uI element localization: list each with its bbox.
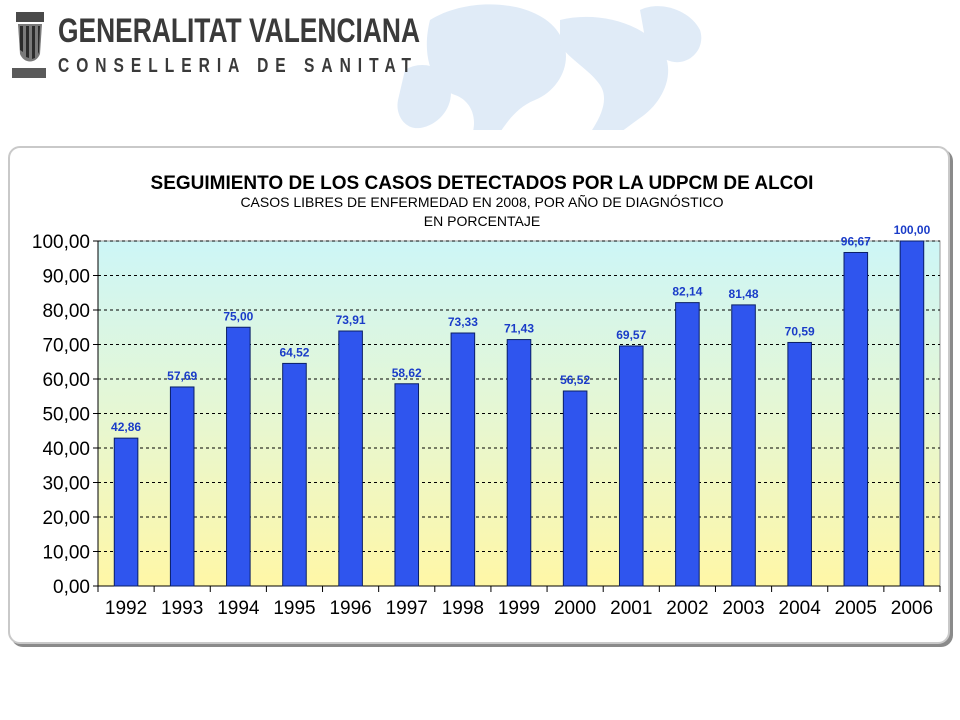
y-tick-label: 50,00 (42, 405, 90, 426)
bar (843, 251, 869, 587)
bar (226, 326, 251, 587)
x-tick-label: 2002 (666, 598, 708, 619)
x-tick-label: 1995 (273, 598, 315, 619)
data-label: 73,91 (336, 313, 366, 327)
y-tick-label: 30,00 (42, 474, 90, 495)
data-label: 96,67 (841, 234, 871, 248)
x-axis: 1992 1993 1994 1995 1996 1997 1998 1999 2000 2001… (97, 586, 941, 619)
bar (899, 240, 925, 587)
x-tick-label: 2003 (722, 598, 764, 619)
data-label: 81,48 (729, 287, 759, 301)
x-tick-label: 2001 (610, 598, 652, 619)
x-tick-label: 1998 (442, 598, 484, 619)
chart-title: SEGUIMIENTO DE LOS CASOS DETECTADOS POR … (151, 173, 814, 194)
bar (506, 339, 532, 587)
data-labels: 42,86 57,69 75,00 64,52 73,91 58,62 73,33 71,43… (111, 223, 931, 434)
data-label: 58,62 (392, 366, 422, 380)
y-tick-label: 0,00 (53, 577, 90, 598)
y-tick-label: 90,00 (42, 267, 90, 288)
data-label: 69,57 (616, 328, 646, 342)
dept-name: CONSELLERIA DE SANITAT (58, 55, 418, 77)
data-label: 57,69 (167, 369, 197, 383)
data-label: 73,33 (448, 315, 478, 329)
y-tick-label: 100,00 (32, 232, 90, 253)
x-tick-label: 1994 (217, 598, 260, 619)
x-tick-label: 2005 (835, 598, 877, 619)
bar (450, 332, 476, 587)
y-tick-label: 40,00 (42, 439, 90, 460)
y-tick-label: 60,00 (42, 370, 90, 391)
header-graphic: GENERALITAT VALENCIANA CONSELLERIA DE SA… (12, 4, 702, 140)
data-label: 100,00 (894, 223, 931, 237)
bars (113, 240, 925, 587)
data-label: 56,52 (560, 373, 590, 387)
x-tick-label: 1992 (105, 598, 147, 619)
bar (282, 362, 307, 587)
data-label: 70,59 (785, 324, 815, 338)
x-tick-label: 1999 (498, 598, 540, 619)
x-tick-label: 2004 (779, 598, 822, 619)
y-tick-label: 70,00 (42, 336, 90, 357)
x-tick-label: 1996 (329, 598, 371, 619)
org-name: GENERALITAT VALENCIANA (58, 12, 420, 50)
bar (787, 341, 812, 587)
bar (338, 330, 363, 587)
chart-subtitle-line-2: EN PORCENTAJE (424, 213, 540, 229)
crest-logo (12, 12, 46, 78)
bar (169, 386, 195, 587)
bar (618, 345, 644, 587)
data-label: 42,86 (111, 420, 141, 434)
chart-subtitle-line-1: CASOS LIBRES DE ENFERMEDAD EN 2008, POR … (240, 194, 723, 210)
bar (113, 437, 139, 587)
y-tick-label: 80,00 (42, 301, 90, 322)
y-tick-label: 10,00 (42, 543, 90, 564)
data-label: 82,14 (672, 285, 702, 299)
bar (394, 383, 420, 587)
bar (731, 304, 756, 587)
x-tick-label: 1997 (386, 598, 428, 619)
bar-chart: SEGUIMIENTO DE LOS CASOS DETECTADOS POR … (32, 173, 941, 619)
x-tick-label: 2006 (891, 598, 933, 619)
y-axis: 0,00 10,00 20,00 30,00 40,00 50,00 60,00 70,00 8… (32, 232, 940, 598)
data-label: 64,52 (279, 345, 309, 359)
coat-of-arms-watermark (397, 4, 702, 140)
header: GENERALITAT VALENCIANA CONSELLERIA DE SA… (0, 0, 960, 140)
y-tick-label: 20,00 (42, 508, 90, 529)
x-tick-label: 1993 (161, 598, 203, 619)
x-tick-label: 2000 (554, 598, 596, 619)
data-label: 71,43 (504, 322, 534, 336)
chart-frame: SEGUIMIENTO DE LOS CASOS DETECTADOS POR … (8, 146, 950, 644)
data-label: 75,00 (223, 309, 253, 323)
bar (675, 302, 700, 587)
bar (562, 390, 588, 587)
